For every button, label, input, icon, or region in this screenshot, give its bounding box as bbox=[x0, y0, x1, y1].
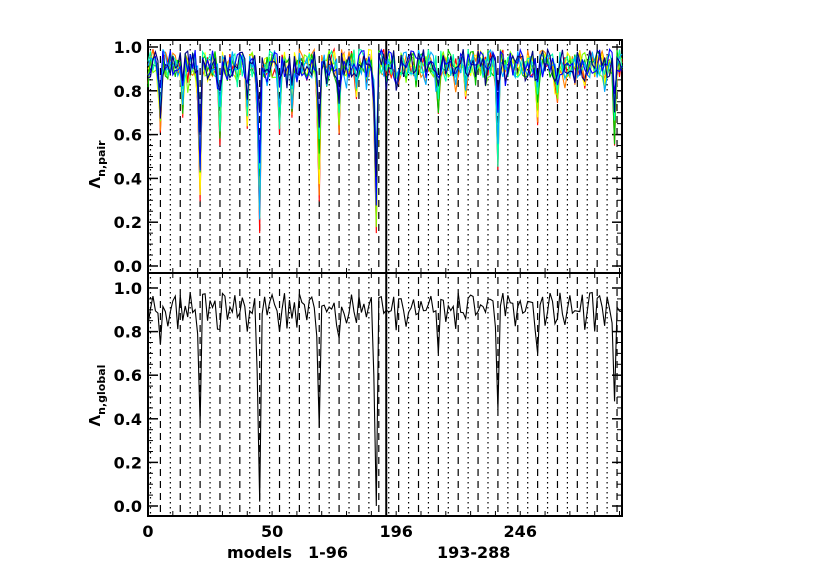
ylabel-subscript: n,global bbox=[95, 365, 108, 415]
series-line-bottom-0 bbox=[147, 291, 623, 507]
series-line-top-8 bbox=[147, 47, 623, 177]
ylabel-subscript: n,pair bbox=[95, 140, 108, 177]
ytick-label: 0.4 bbox=[114, 169, 142, 188]
ytick-label: 0.8 bbox=[114, 82, 142, 101]
ytick-label: 0.6 bbox=[114, 126, 142, 145]
xtick-label: 246 bbox=[504, 522, 537, 541]
ylabel-symbol: Λ bbox=[86, 177, 104, 189]
ytick-label: 0.2 bbox=[114, 453, 142, 472]
xlabel-range-2: 193-288 bbox=[437, 543, 510, 562]
ylabel-bottom: Λn,global bbox=[86, 365, 108, 427]
xtick-label: 196 bbox=[379, 522, 412, 541]
ytick-label: 0.0 bbox=[114, 497, 142, 516]
xlabel-range-1: 1-96 bbox=[308, 543, 348, 562]
plot-frame-bottom bbox=[147, 272, 623, 517]
ytick-label: 0.4 bbox=[114, 410, 142, 429]
xtick-label: 50 bbox=[261, 522, 283, 541]
top-panel: 0.0 0.2 0.4 0.6 0.8 1.0 Λn,pair bbox=[86, 38, 623, 276]
bottom-panel: 0.0 0.2 0.4 0.6 0.8 1.0 Λn,global bbox=[86, 272, 623, 517]
ytick-label: 1.0 bbox=[114, 38, 142, 57]
ytick-label: 0.0 bbox=[114, 257, 142, 276]
ytick-label: 1.0 bbox=[114, 279, 142, 298]
series-line-top-7 bbox=[147, 47, 623, 206]
ylabel-top: Λn,pair bbox=[86, 140, 108, 189]
xlabel-models: models bbox=[227, 543, 292, 562]
ylabel-symbol: Λ bbox=[86, 415, 104, 427]
ytick-label: 0.2 bbox=[114, 213, 142, 232]
ytick-label: 0.8 bbox=[114, 323, 142, 342]
xtick-label: 0 bbox=[142, 522, 153, 541]
ytick-label: 0.6 bbox=[114, 366, 142, 385]
